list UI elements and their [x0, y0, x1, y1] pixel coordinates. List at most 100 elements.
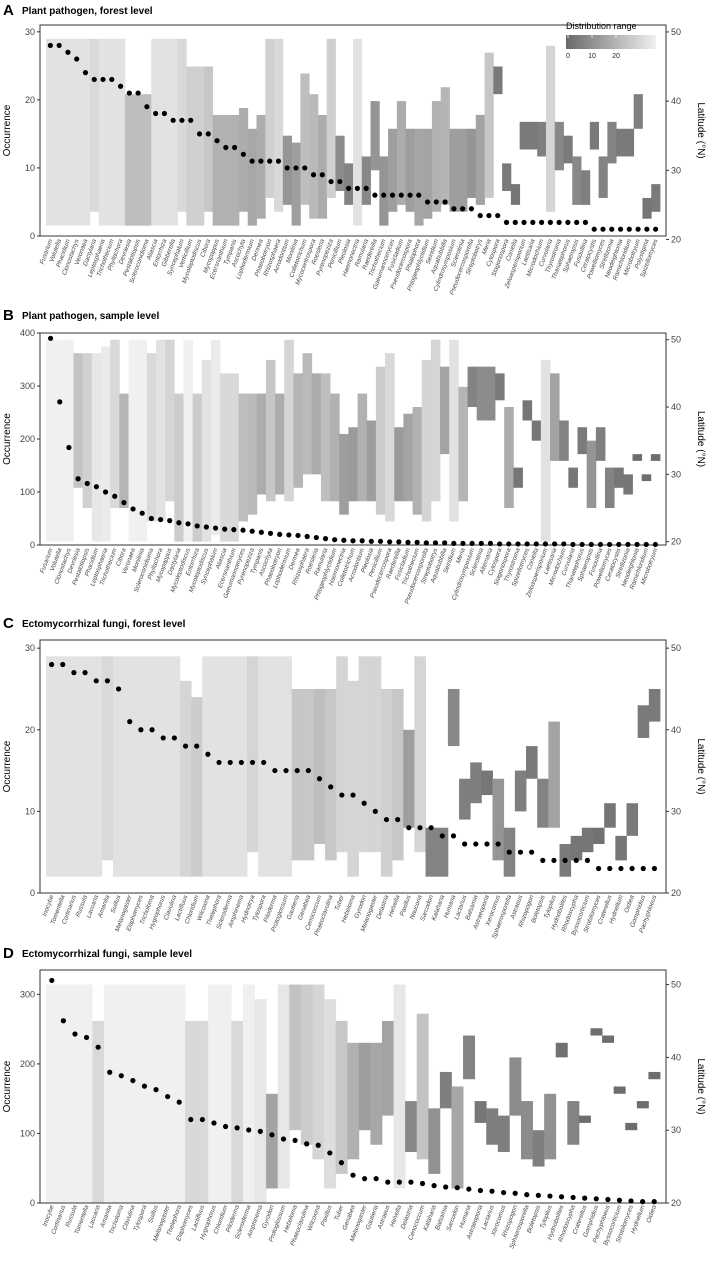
occurrence-point [478, 540, 484, 547]
range-bar [348, 427, 358, 502]
range-bar [531, 420, 542, 441]
y2-tick-label: 40 [671, 1052, 681, 1062]
occurrence-point [582, 219, 589, 225]
occurrence-point [547, 219, 553, 225]
range-bar [293, 373, 303, 488]
occurrence-point [600, 226, 606, 232]
occurrence-point [249, 158, 255, 164]
occurrence-point [372, 192, 378, 198]
range-bar [46, 656, 58, 877]
range-bar [358, 1042, 371, 1131]
occurrence-point [304, 533, 310, 540]
occurrence-point [540, 857, 546, 863]
occurrence-point [506, 541, 512, 547]
range-bar [137, 339, 148, 542]
occurrence-point [350, 1172, 356, 1178]
occurrence-point [315, 1142, 321, 1148]
occurrence-point [328, 178, 334, 185]
y-tick-label: 30 [25, 643, 35, 653]
occurrence-point [47, 42, 53, 49]
y2-axis-title: Latitude (°N) [695, 102, 706, 158]
range-bar [57, 984, 70, 1203]
range-bar [157, 656, 170, 877]
occurrence-point [487, 540, 494, 547]
range-bar [568, 467, 578, 488]
occurrence-point [115, 686, 122, 692]
y-tick-label: 300 [20, 381, 35, 391]
occurrence-point [454, 1185, 460, 1191]
occurrence-point [319, 172, 325, 178]
panel-letter: D [3, 945, 14, 962]
occurrence-point [304, 1141, 310, 1147]
occurrence-point [84, 480, 90, 487]
occurrence-point [605, 1196, 611, 1203]
occurrence-point [428, 825, 434, 831]
y2-tick-label: 40 [671, 725, 681, 735]
occurrence-point [313, 534, 319, 541]
range-bar [595, 427, 606, 461]
range-bar [590, 1028, 603, 1036]
range-bar [247, 128, 257, 226]
occurrence-point [443, 1184, 449, 1190]
range-bar [135, 656, 147, 877]
occurrence-point [130, 1077, 136, 1084]
range-bar [522, 400, 533, 421]
occurrence-point [652, 541, 659, 548]
occurrence-point [460, 206, 466, 212]
range-bar [265, 38, 275, 198]
occurrence-point [83, 1034, 90, 1041]
range-bar [302, 688, 315, 861]
occurrence-point [165, 1093, 171, 1100]
range-bar [128, 339, 139, 542]
occurrence-point [643, 541, 649, 548]
range-bar [344, 163, 354, 205]
occurrence-point [486, 212, 492, 219]
range-bar [72, 38, 82, 226]
range-bar [284, 339, 294, 502]
occurrence-point [257, 1128, 263, 1134]
occurrence-point [354, 185, 360, 191]
occurrence-point [350, 792, 356, 798]
range-bar [405, 1101, 418, 1153]
range-bar [208, 984, 221, 1203]
panel-letter: C [3, 615, 14, 632]
range-bar [146, 656, 159, 877]
occurrence-point [139, 510, 145, 516]
y2-tick-label: 50 [671, 335, 681, 345]
occurrence-point [65, 49, 71, 55]
occurrence-point [328, 784, 334, 790]
occurrence-point [104, 678, 110, 684]
range-bar [353, 38, 363, 226]
y-tick-label: 0 [30, 231, 35, 241]
range-bar [430, 339, 441, 502]
occurrence-point [60, 1018, 66, 1024]
genus-label: Oidiea [645, 1204, 658, 1224]
panel-title: Ectomycorrhizal fungi, forest level [22, 619, 186, 630]
range-bar [451, 1086, 464, 1189]
occurrence-point [66, 444, 72, 451]
range-bar [519, 121, 529, 150]
range-bar [396, 101, 407, 205]
occurrence-point [634, 541, 640, 548]
range-bar [238, 393, 249, 522]
occurrence-point [332, 537, 338, 543]
range-bar [168, 656, 181, 877]
range-bar [502, 163, 512, 192]
range-bar [183, 339, 194, 542]
range-bar [160, 38, 170, 226]
range-bar [554, 121, 564, 171]
range-bar [428, 1108, 441, 1174]
range-bar [347, 680, 359, 877]
occurrence-point [280, 1136, 287, 1142]
occurrence-point [211, 1120, 217, 1126]
range-bar [192, 393, 203, 542]
range-bar [191, 697, 203, 877]
range-bar [220, 373, 230, 542]
range-bar [581, 170, 591, 205]
range-bar [357, 393, 368, 502]
range-bar [212, 114, 222, 226]
occurrence-point [74, 56, 80, 62]
occurrence-point [118, 1073, 124, 1079]
range-bar [347, 1042, 360, 1160]
occurrence-point [574, 219, 580, 225]
